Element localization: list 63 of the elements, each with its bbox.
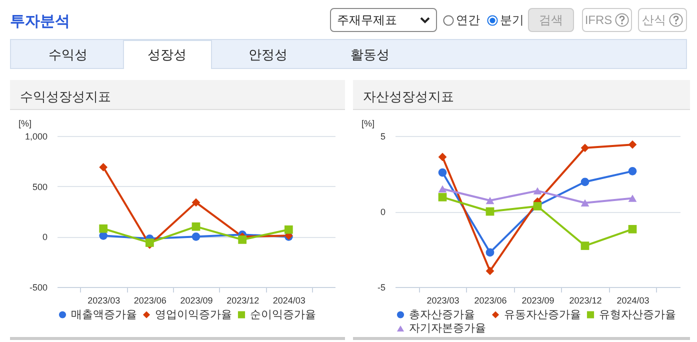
x-tick-label: 2024/03 bbox=[272, 296, 306, 306]
point bbox=[99, 163, 108, 172]
point bbox=[438, 168, 447, 177]
y-axis-title: [%] bbox=[362, 118, 375, 128]
legend-label: 영업이익증가율 bbox=[155, 308, 232, 321]
x-tick-label: 2023/12 bbox=[569, 296, 602, 306]
legend-label: 매출액증가율 bbox=[71, 308, 137, 321]
x-tick-label: 2024/03 bbox=[616, 296, 650, 306]
point bbox=[192, 232, 200, 241]
y-tick-label: 1,000 bbox=[24, 132, 48, 142]
y-tick-label: -500 bbox=[29, 282, 48, 292]
text: 활동성 bbox=[350, 46, 390, 64]
x-tick-label: 2023/12 bbox=[226, 296, 260, 306]
point bbox=[533, 187, 542, 194]
y-tick-label: -5 bbox=[377, 282, 386, 292]
point bbox=[99, 224, 108, 233]
chart-title: 자산성장성지표 bbox=[353, 80, 690, 110]
text: 주재무제표 bbox=[337, 12, 397, 28]
point bbox=[438, 192, 447, 202]
point bbox=[438, 185, 447, 192]
point bbox=[192, 198, 200, 207]
chart-title: 수익성장성지표 bbox=[10, 80, 345, 110]
point bbox=[438, 152, 447, 162]
x-tick-label: 2023/06 bbox=[134, 296, 166, 306]
y-tick-label: 0 bbox=[380, 207, 386, 217]
point bbox=[580, 178, 590, 186]
text: 검색 bbox=[528, 8, 574, 32]
text: IFRS bbox=[584, 13, 612, 27]
text: 안정성 bbox=[248, 46, 288, 64]
y-tick-label: 500 bbox=[32, 182, 48, 192]
point bbox=[238, 236, 247, 244]
y-axis-title: [%] bbox=[18, 118, 32, 128]
text: 산식 bbox=[642, 12, 666, 28]
point bbox=[486, 196, 494, 204]
point bbox=[486, 266, 494, 276]
x-tick-label: 2023/09 bbox=[522, 296, 554, 306]
y-tick-label: 0 bbox=[42, 232, 48, 242]
text: 분기 bbox=[500, 12, 524, 29]
point bbox=[580, 144, 590, 152]
x-tick-label: 2023/09 bbox=[180, 296, 213, 306]
legend-label: 유동자산증가율 bbox=[504, 308, 581, 321]
legend-label: 순이익증가율 bbox=[250, 308, 316, 321]
text: 투자분석 bbox=[10, 12, 70, 31]
x-tick-label: 2023/03 bbox=[426, 296, 460, 306]
text: 성장성 bbox=[146, 46, 188, 64]
y-tick-label: 5 bbox=[380, 132, 386, 142]
legend-label: 유형자산증가율 bbox=[599, 308, 676, 321]
point bbox=[486, 248, 494, 257]
x-tick-label: 2023/06 bbox=[474, 296, 507, 306]
point bbox=[628, 140, 637, 149]
point bbox=[628, 167, 637, 176]
legend-label: 총자산증가율 bbox=[409, 308, 475, 321]
point bbox=[192, 222, 200, 231]
text: 수익성 bbox=[48, 46, 88, 64]
point bbox=[580, 199, 590, 207]
point bbox=[628, 194, 637, 202]
point bbox=[580, 242, 590, 250]
point bbox=[628, 224, 637, 234]
text: 연간 bbox=[456, 12, 480, 29]
x-tick-label: 2023/03 bbox=[88, 296, 120, 306]
point bbox=[486, 207, 494, 216]
point bbox=[284, 225, 293, 234]
legend-label: 자기자본증가율 bbox=[409, 322, 486, 334]
